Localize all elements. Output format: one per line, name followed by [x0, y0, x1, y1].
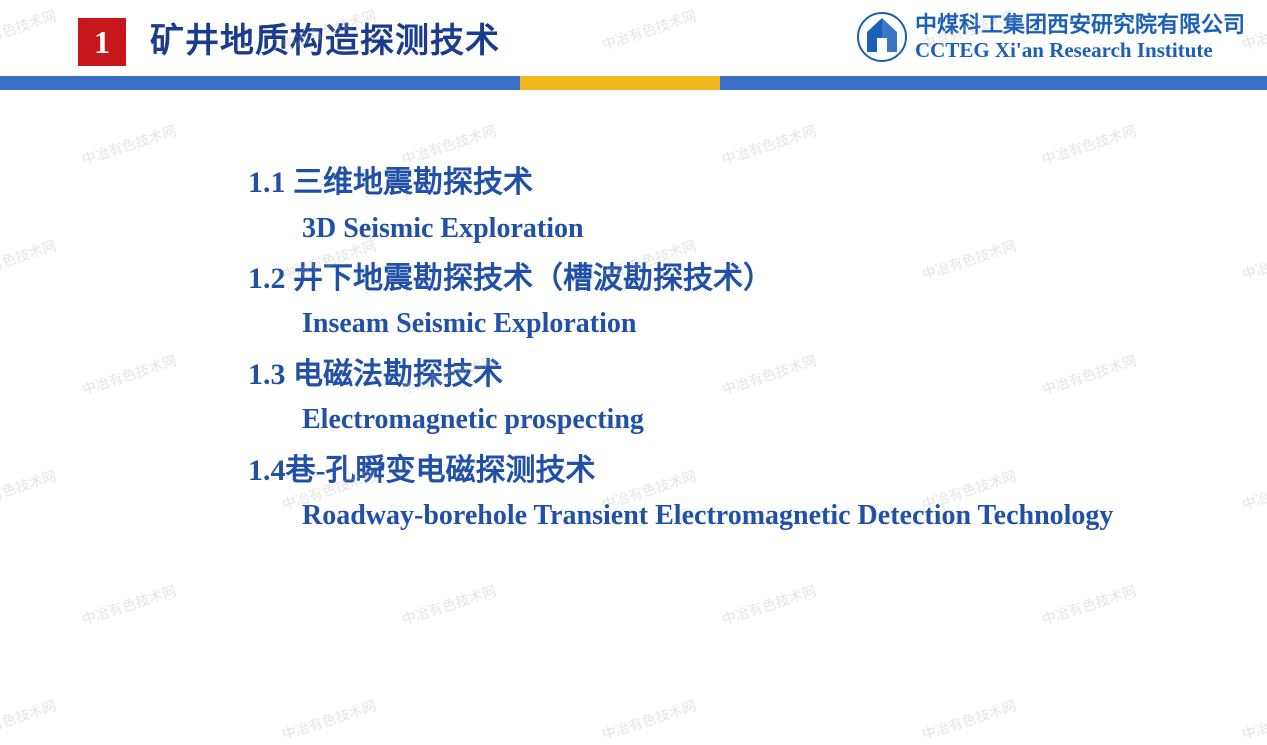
item-title-cn: 1.3 电磁法勘探技术	[248, 352, 1187, 399]
watermark-text: 中冶有色技术网	[399, 580, 498, 629]
item-title-en: Inseam Seismic Exploration	[248, 302, 1187, 345]
org-logo-icon	[857, 12, 907, 62]
org-name-cn: 中煤科工集团西安研究院有限公司	[915, 12, 1245, 37]
watermark-text: 中冶有色技术网	[1039, 580, 1138, 629]
org-text: 中煤科工集团西安研究院有限公司 CCTEG Xi'an Research Ins…	[915, 12, 1245, 61]
item-title-en: Roadway-borehole Transient Electromagnet…	[248, 494, 1187, 537]
header-divider	[0, 76, 1267, 90]
item-title-en: 3D Seismic Exploration	[248, 207, 1187, 250]
section-title: 矿井地质构造探测技术	[150, 18, 500, 66]
divider-segment-3	[720, 76, 1267, 90]
item-title-cn: 1.1 三维地震勘探技术	[248, 160, 1187, 207]
watermark-text: 中冶有色技术网	[1239, 695, 1267, 744]
section-number-text: 1	[94, 24, 110, 61]
slide-header: 1 矿井地质构造探测技术 中煤科工集团西安研究院有限公司 CCTEG Xi'an…	[0, 0, 1267, 74]
divider-segment-1	[0, 76, 520, 90]
list-item: 1.4巷-孔瞬变电磁探测技术 Roadway-borehole Transien…	[248, 448, 1187, 538]
item-title-cn: 1.4巷-孔瞬变电磁探测技术	[248, 448, 1187, 495]
list-item: 1.3 电磁法勘探技术 Electromagnetic prospecting	[248, 352, 1187, 442]
watermark-text: 中冶有色技术网	[599, 695, 698, 744]
list-item: 1.1 三维地震勘探技术 3D Seismic Exploration	[248, 160, 1187, 250]
watermark-text: 中冶有色技术网	[279, 695, 378, 744]
organization-block: 中煤科工集团西安研究院有限公司 CCTEG Xi'an Research Ins…	[857, 12, 1245, 62]
watermark-text: 中冶有色技术网	[719, 580, 818, 629]
org-name-en: CCTEG Xi'an Research Institute	[915, 38, 1245, 62]
watermark-text: 中冶有色技术网	[79, 580, 178, 629]
section-number-badge: 1	[78, 18, 126, 66]
divider-segment-2	[520, 76, 720, 90]
watermark-text: 中冶有色技术网	[919, 695, 1018, 744]
list-item: 1.2 井下地震勘探技术（槽波勘探技术） Inseam Seismic Expl…	[248, 256, 1187, 346]
item-title-cn: 1.2 井下地震勘探技术（槽波勘探技术）	[248, 256, 1187, 303]
item-title-en: Electromagnetic prospecting	[248, 398, 1187, 441]
content-area: 1.1 三维地震勘探技术 3D Seismic Exploration 1.2 …	[0, 90, 1267, 538]
watermark-text: 中冶有色技术网	[0, 695, 59, 744]
